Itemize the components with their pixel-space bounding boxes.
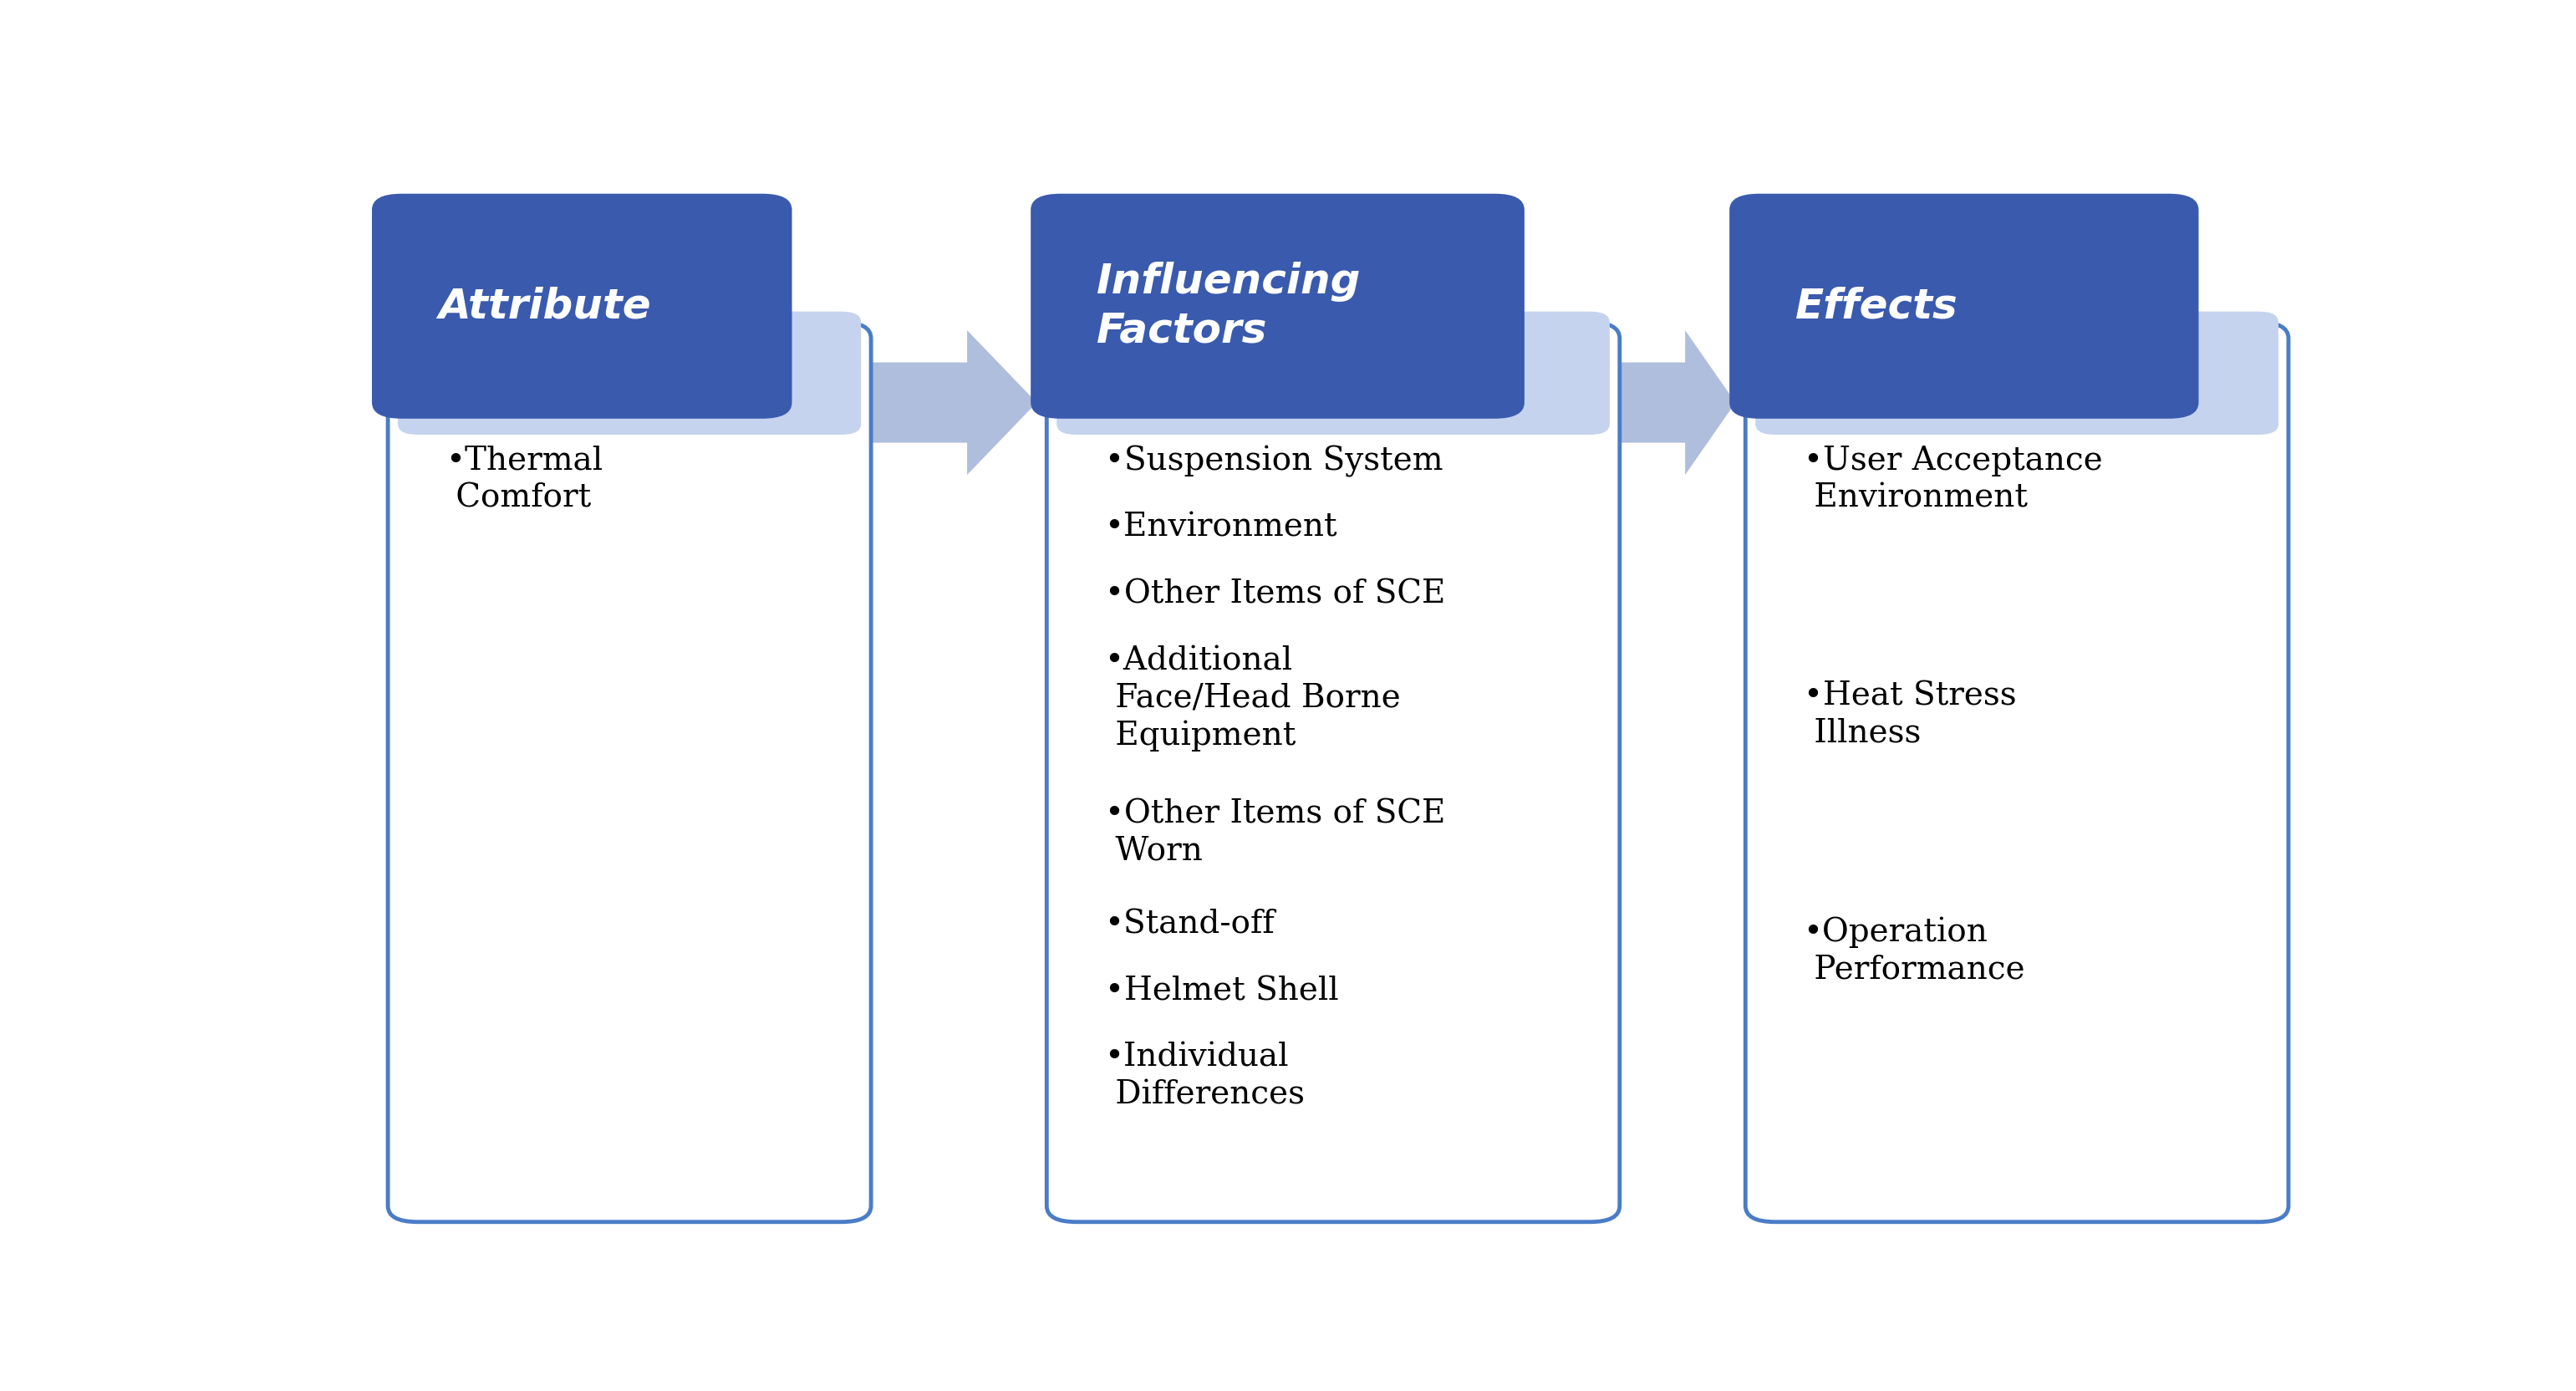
FancyBboxPatch shape: [1747, 323, 2287, 1221]
Text: •User Acceptance
 Environment: •User Acceptance Environment: [1803, 445, 2102, 513]
FancyBboxPatch shape: [1030, 193, 1525, 419]
Text: •Other Items of SCE: •Other Items of SCE: [1105, 579, 1445, 609]
FancyBboxPatch shape: [1046, 323, 1620, 1221]
FancyBboxPatch shape: [397, 312, 860, 434]
Text: •Stand-off: •Stand-off: [1105, 908, 1275, 940]
Text: Attribute: Attribute: [438, 287, 652, 327]
Text: Effects: Effects: [1795, 287, 1958, 327]
Text: •Helmet Shell: •Helmet Shell: [1105, 975, 1340, 1007]
FancyBboxPatch shape: [1056, 312, 1610, 434]
Polygon shape: [871, 330, 1036, 474]
FancyBboxPatch shape: [1754, 312, 2277, 434]
Text: •Thermal
 Comfort: •Thermal Comfort: [446, 445, 603, 513]
Text: •Operation
 Performance: •Operation Performance: [1803, 917, 2025, 985]
Text: •Suspension System: •Suspension System: [1105, 445, 1443, 477]
Text: •Environment: •Environment: [1105, 512, 1337, 542]
FancyBboxPatch shape: [371, 193, 791, 419]
Polygon shape: [1615, 330, 1736, 474]
Text: •Heat Stress
 Illness: •Heat Stress Illness: [1803, 682, 2017, 748]
Text: Influencing
Factors: Influencing Factors: [1097, 262, 1360, 351]
FancyBboxPatch shape: [1728, 193, 2197, 419]
FancyBboxPatch shape: [389, 323, 871, 1221]
Text: •Additional
 Face/Head Borne
 Equipment: •Additional Face/Head Borne Equipment: [1105, 645, 1401, 751]
Text: •Individual
 Differences: •Individual Differences: [1105, 1042, 1303, 1110]
Text: •Other Items of SCE
 Worn: •Other Items of SCE Worn: [1105, 798, 1445, 867]
